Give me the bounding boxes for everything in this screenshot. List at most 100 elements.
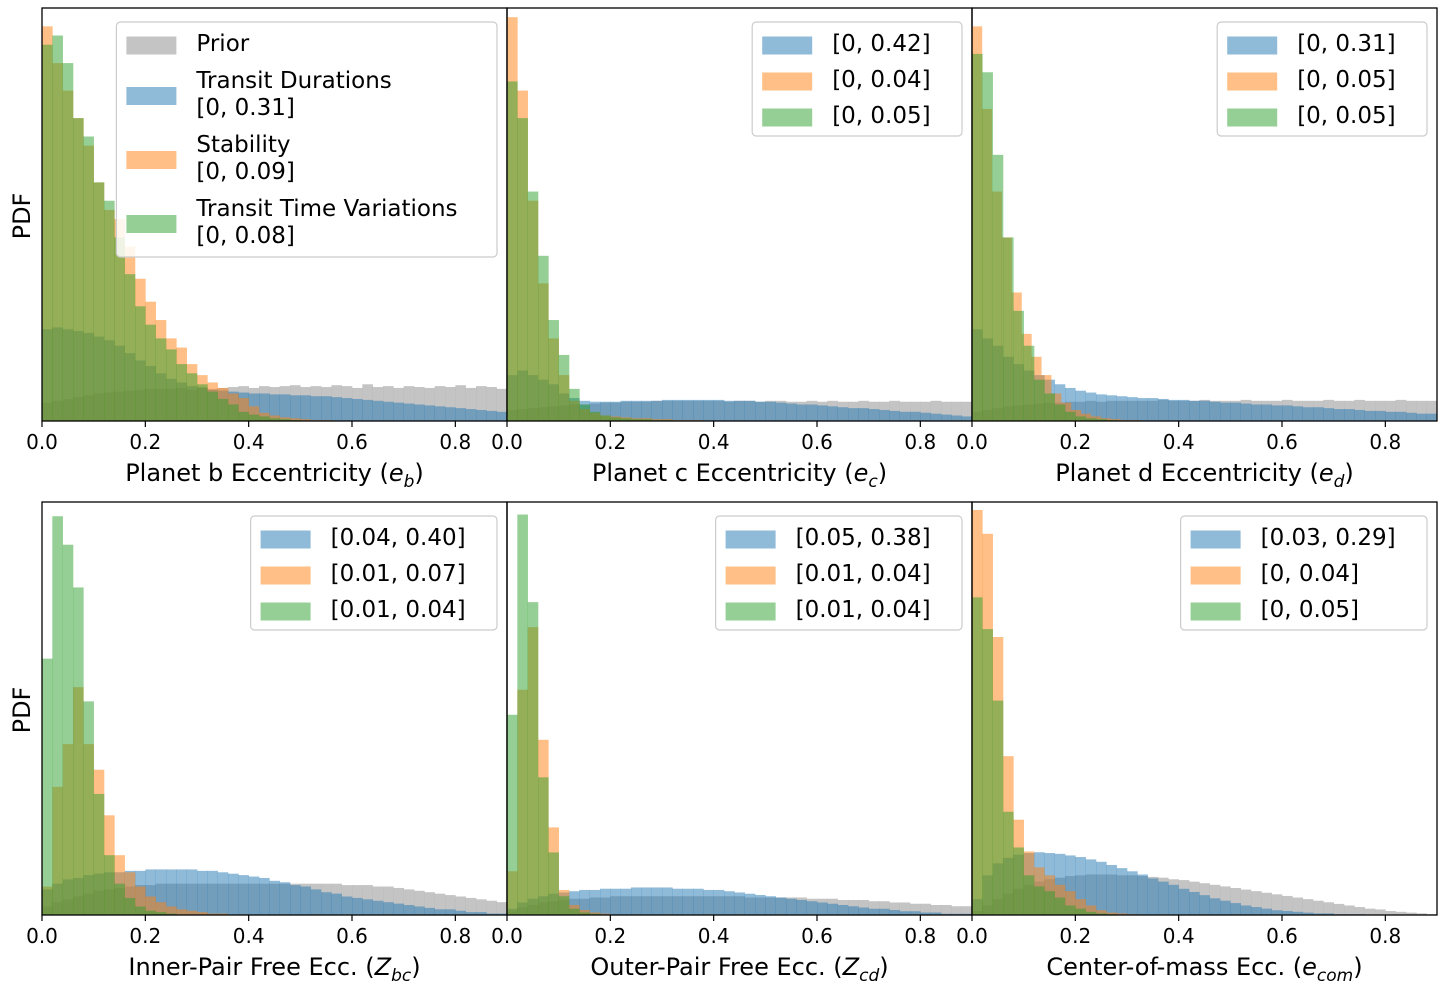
panel-4: 0.0 0.2 0.4 0.6 0.8 Inner-Pair Free Ecc. (Zbc…: [26, 501, 508, 986]
hist-bar: [331, 397, 342, 421]
hist-bar: [259, 416, 270, 421]
hist-bar: [1261, 892, 1272, 915]
hist-bar: [248, 876, 260, 915]
hist-bar: [145, 869, 156, 915]
x-tick-label: 0.2: [594, 924, 626, 948]
hist-bar: [1240, 889, 1252, 915]
hist-bar: [1106, 912, 1117, 915]
hist-bar: [1054, 897, 1066, 915]
hist-bar: [279, 394, 291, 421]
hist-bar: [496, 902, 507, 915]
legend: [0.05, 0.38] [0.01, 0.04] [0.01, 0.04]: [714, 515, 963, 631]
hist-bar: [507, 81, 518, 421]
hist-bar: [1096, 394, 1107, 421]
hist-bar: [238, 411, 249, 421]
hist-bar: [207, 913, 218, 915]
hist-bar: [1251, 891, 1262, 915]
hist-bar: [744, 893, 756, 915]
legend-label: [0, 0.05]: [832, 103, 930, 129]
hist-bar: [786, 898, 797, 915]
hist-bar: [186, 373, 198, 421]
hist-bar: [600, 415, 611, 421]
panel-5: 0.0 0.2 0.4 0.6 0.8 Outer-Pair Free Ecc. (Zcd…: [491, 501, 973, 986]
legend: [0, 0.31] [0, 0.05] [0, 0.05]: [1216, 21, 1428, 137]
legend-entry-transit_durations: [0.04, 0.40]: [260, 525, 466, 551]
legend-entry-ttv: [0.01, 0.04]: [260, 597, 466, 623]
hist-bar: [496, 913, 507, 915]
hist-bar: [703, 399, 714, 421]
hist-bar: [124, 872, 136, 915]
hist-bar: [910, 401, 921, 421]
hist-bar: [641, 887, 652, 915]
hist-bar: [1209, 401, 1221, 421]
hist-bar: [641, 400, 652, 421]
hist-bar: [1106, 395, 1117, 421]
hist-bar: [1406, 912, 1417, 915]
hist-bar: [579, 889, 590, 915]
hist-bar: [145, 896, 156, 915]
legend-entry-transit_durations: [0.05, 0.38]: [725, 525, 931, 551]
hist-bar: [1313, 407, 1324, 421]
hist-bar: [259, 877, 270, 915]
plot-area: [507, 514, 972, 915]
hist-bar: [248, 414, 260, 421]
hist-bar: [1075, 857, 1086, 915]
hist-bar: [486, 913, 497, 915]
hist-bar: [269, 415, 280, 421]
hist-bar: [383, 902, 394, 915]
hist-bar: [383, 886, 394, 915]
hist-bar: [868, 901, 880, 915]
hist-bar: [166, 349, 177, 421]
hist-bar: [434, 386, 446, 421]
hist-bar: [93, 182, 105, 421]
hist-bar: [610, 401, 621, 421]
hist-bar: [145, 910, 156, 915]
hist-bar: [300, 419, 311, 421]
hist-bar: [1406, 400, 1417, 421]
legend-entry-stability: [0.01, 0.07]: [260, 561, 466, 587]
hist-bar: [1375, 410, 1386, 421]
hist-bar: [1292, 406, 1303, 421]
legend: [0.03, 0.29] [0, 0.04] [0, 0.05]: [1179, 515, 1428, 631]
hist-bar: [228, 404, 239, 421]
hist-bar: [486, 387, 497, 421]
hist-bar: [1168, 884, 1179, 915]
x-tick-label: 0.0: [491, 430, 523, 454]
hist-bar: [579, 404, 590, 421]
hist-bar: [455, 385, 466, 421]
hist-bar: [1085, 859, 1097, 915]
hist-bar: [145, 324, 156, 421]
hist-bar: [1023, 345, 1035, 421]
hist-bar: [538, 255, 549, 421]
hist-bar: [620, 400, 632, 421]
hist-bar: [1003, 811, 1014, 915]
hist-bar: [1168, 399, 1179, 421]
hist-bar: [1230, 402, 1241, 421]
hist-bar: [1282, 405, 1293, 421]
legend-entry-stability: [0, 0.04]: [1190, 561, 1359, 587]
hist-bar: [682, 399, 694, 421]
hist-bar: [372, 900, 384, 915]
legend-label: [0, 0.31]: [196, 95, 294, 121]
hist-bar: [496, 411, 507, 421]
y-axis-label-top: PDF: [8, 193, 36, 240]
hist-bar: [300, 395, 311, 421]
hist-bar: [951, 906, 962, 915]
hist-bar: [393, 887, 404, 915]
hist-bar: [569, 908, 580, 915]
hist-bar: [1054, 853, 1066, 915]
hist-bar: [1044, 891, 1055, 915]
hist-bar: [310, 396, 322, 421]
hist-bar: [1302, 899, 1314, 915]
hist-bar: [1271, 894, 1283, 915]
hist-bar: [124, 274, 136, 421]
legend-swatch: [126, 87, 177, 105]
hist-bar: [879, 908, 890, 915]
hist-bar: [930, 912, 942, 915]
hist-bar: [1271, 910, 1283, 915]
legend-label: Stability: [196, 132, 290, 158]
hist-bar: [465, 912, 477, 915]
hist-bar: [1116, 396, 1128, 421]
hist-bar: [424, 405, 435, 421]
hist-bar: [569, 388, 580, 421]
